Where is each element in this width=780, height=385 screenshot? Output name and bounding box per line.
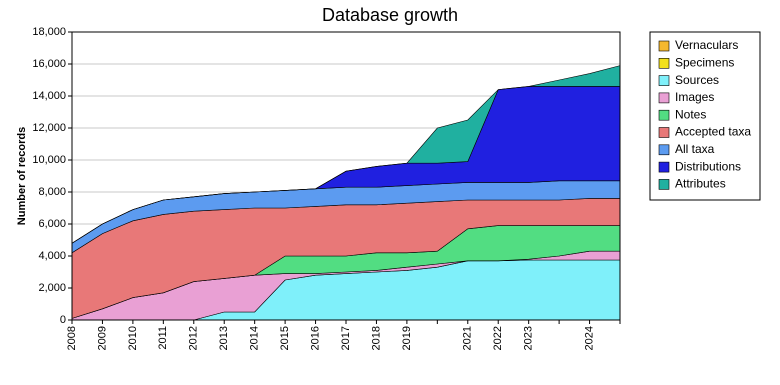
y-tick-label: 4,000 [38,250,66,262]
legend-swatch [658,40,670,52]
x-tick-label: 2008 [66,326,78,350]
x-tick-label: 2022 [492,326,504,350]
x-tick-label: 2018 [370,326,382,350]
legend-label: Sources [675,73,719,87]
y-tick-label: 0 [60,314,66,326]
legend-swatch [658,127,670,138]
x-tick-label: 2024 [583,326,595,350]
chart-title: Database growth [322,5,458,25]
legend-label: Attributes [675,177,726,191]
y-tick-label: 18,000 [32,26,66,38]
y-axis-title: Number of records [16,127,28,225]
legend-label: Specimens [675,55,734,69]
y-tick-label: 14,000 [32,90,66,102]
legend-label: All taxa [675,142,715,156]
y-tick-label: 12,000 [32,122,66,134]
y-tick-label: 8,000 [38,186,66,198]
legend: Vernaculars Specimens Sources Images Notes Ac… [649,31,761,201]
x-tick-label: 2021 [462,326,474,350]
x-tick-label: 2011 [157,326,169,350]
legend-swatch [658,161,670,173]
legend-label: Accepted taxa [675,125,751,139]
x-tick-label: 2009 [96,326,108,350]
legend-swatch [658,109,670,121]
x-tick-label: 2010 [127,326,139,350]
y-tick-label: 16,000 [32,58,66,70]
legend-swatch [658,57,670,69]
legend-label: Distributions [675,159,741,173]
legend-swatch [658,144,670,156]
x-tick-label: 2012 [188,326,200,350]
x-tick-label: 2023 [523,326,535,350]
legend-label: Notes [675,107,706,121]
x-tick-label: 2015 [279,326,291,350]
legend-label: Images [675,90,714,104]
y-tick-label: 6,000 [38,218,66,230]
x-tick-label: 2019 [401,326,413,350]
legend-swatch [658,179,670,190]
legend-label: Vernaculars [675,38,738,52]
y-tick-label: 2,000 [38,282,66,294]
x-tick-label: 2016 [309,326,321,350]
x-tick-label: 2014 [249,326,261,350]
x-tick-label: 2013 [218,326,230,350]
legend-swatch [658,75,670,86]
x-tick-label: 2017 [340,326,352,350]
legend-swatch [658,92,670,104]
y-tick-label: 10,000 [32,154,66,166]
